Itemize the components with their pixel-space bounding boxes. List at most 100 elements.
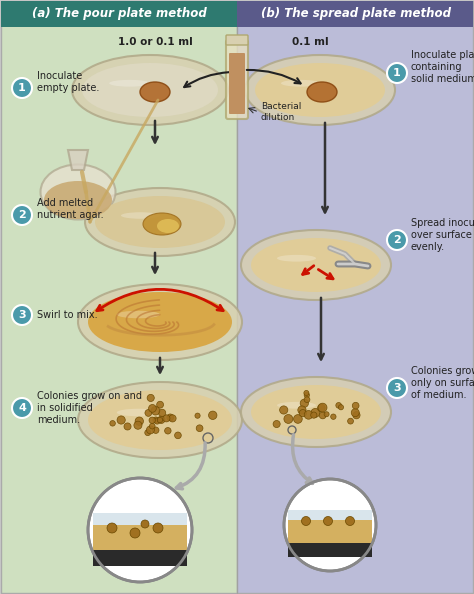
Circle shape bbox=[331, 414, 336, 419]
Circle shape bbox=[169, 415, 176, 422]
Text: Inoculate plate
containing
solid medium.: Inoculate plate containing solid medium. bbox=[411, 50, 474, 84]
Circle shape bbox=[154, 418, 160, 424]
Text: 3: 3 bbox=[393, 383, 401, 393]
Ellipse shape bbox=[40, 165, 116, 220]
Ellipse shape bbox=[251, 385, 381, 439]
Circle shape bbox=[284, 479, 376, 571]
Circle shape bbox=[149, 417, 155, 424]
Ellipse shape bbox=[307, 82, 337, 102]
Text: (a) The pour plate method: (a) The pour plate method bbox=[32, 8, 206, 21]
Circle shape bbox=[195, 413, 200, 418]
Circle shape bbox=[318, 403, 327, 412]
FancyBboxPatch shape bbox=[229, 53, 245, 114]
Ellipse shape bbox=[251, 238, 381, 292]
Ellipse shape bbox=[255, 63, 385, 117]
Circle shape bbox=[117, 416, 125, 424]
Circle shape bbox=[387, 230, 407, 250]
Circle shape bbox=[280, 406, 288, 414]
Text: 1.0 or 0.1 ml: 1.0 or 0.1 ml bbox=[118, 37, 192, 47]
Circle shape bbox=[304, 397, 310, 403]
Bar bbox=[288, 520, 372, 543]
Circle shape bbox=[158, 409, 166, 416]
Circle shape bbox=[284, 415, 293, 424]
Ellipse shape bbox=[78, 382, 242, 458]
Text: 1: 1 bbox=[18, 83, 26, 93]
Circle shape bbox=[164, 428, 171, 434]
Circle shape bbox=[146, 426, 155, 434]
Circle shape bbox=[12, 78, 32, 98]
Ellipse shape bbox=[157, 219, 179, 233]
Circle shape bbox=[319, 412, 326, 419]
Ellipse shape bbox=[78, 284, 242, 360]
Bar bbox=[1, 1, 237, 593]
Circle shape bbox=[336, 403, 341, 408]
Text: Colonies grow on and
in solidified
medium.: Colonies grow on and in solidified mediu… bbox=[37, 391, 142, 425]
Circle shape bbox=[346, 517, 355, 526]
Text: 1: 1 bbox=[393, 68, 401, 78]
Circle shape bbox=[130, 528, 140, 538]
Ellipse shape bbox=[277, 255, 316, 261]
Circle shape bbox=[299, 409, 306, 417]
Text: Bacterial
dilution: Bacterial dilution bbox=[261, 102, 301, 122]
Circle shape bbox=[351, 409, 359, 416]
Circle shape bbox=[12, 398, 32, 418]
Bar bbox=[93, 550, 187, 566]
Text: Inoculate
empty plate.: Inoculate empty plate. bbox=[37, 71, 100, 93]
Circle shape bbox=[135, 417, 144, 425]
Circle shape bbox=[124, 423, 131, 430]
Text: 2: 2 bbox=[18, 210, 26, 220]
Circle shape bbox=[147, 394, 155, 402]
Circle shape bbox=[145, 429, 151, 435]
Circle shape bbox=[311, 412, 317, 418]
Text: Add melted
nutrient agar.: Add melted nutrient agar. bbox=[37, 198, 104, 220]
Ellipse shape bbox=[121, 212, 160, 219]
Circle shape bbox=[387, 378, 407, 398]
Text: Spread inoculum
over surface
evenly.: Spread inoculum over surface evenly. bbox=[411, 219, 474, 252]
Circle shape bbox=[304, 390, 309, 396]
Bar bbox=[237, 1, 473, 27]
Circle shape bbox=[323, 517, 332, 526]
Circle shape bbox=[347, 418, 354, 424]
Bar bbox=[237, 1, 473, 593]
Ellipse shape bbox=[44, 181, 112, 219]
Circle shape bbox=[151, 406, 160, 415]
Circle shape bbox=[149, 424, 155, 429]
Circle shape bbox=[353, 412, 360, 419]
Text: (b) The spread plate method: (b) The spread plate method bbox=[261, 8, 451, 21]
Ellipse shape bbox=[281, 80, 320, 87]
Ellipse shape bbox=[117, 311, 160, 318]
Circle shape bbox=[110, 421, 115, 426]
Circle shape bbox=[141, 520, 149, 528]
Circle shape bbox=[145, 409, 152, 416]
Circle shape bbox=[293, 415, 302, 424]
Circle shape bbox=[352, 402, 359, 409]
Circle shape bbox=[12, 305, 32, 325]
Ellipse shape bbox=[241, 230, 391, 300]
Ellipse shape bbox=[109, 80, 150, 87]
Circle shape bbox=[174, 432, 181, 439]
Circle shape bbox=[153, 427, 159, 434]
Circle shape bbox=[157, 418, 163, 423]
Circle shape bbox=[311, 409, 320, 418]
Text: 2: 2 bbox=[393, 235, 401, 245]
Circle shape bbox=[300, 399, 309, 407]
Bar bbox=[1, 1, 237, 27]
Circle shape bbox=[153, 523, 163, 533]
Circle shape bbox=[301, 517, 310, 526]
Circle shape bbox=[304, 410, 313, 419]
Text: 3: 3 bbox=[18, 310, 26, 320]
Text: Colonies grow
only on surface
of medium.: Colonies grow only on surface of medium. bbox=[411, 366, 474, 400]
Circle shape bbox=[157, 416, 165, 424]
Ellipse shape bbox=[117, 409, 160, 416]
Circle shape bbox=[134, 421, 142, 429]
Ellipse shape bbox=[88, 292, 232, 352]
Polygon shape bbox=[68, 150, 88, 170]
Bar bbox=[288, 510, 372, 520]
Text: 0.1 ml: 0.1 ml bbox=[292, 37, 328, 47]
Ellipse shape bbox=[95, 196, 225, 248]
FancyBboxPatch shape bbox=[226, 40, 248, 119]
Circle shape bbox=[318, 405, 325, 412]
Circle shape bbox=[107, 523, 117, 533]
Circle shape bbox=[196, 425, 203, 432]
Ellipse shape bbox=[143, 213, 181, 235]
